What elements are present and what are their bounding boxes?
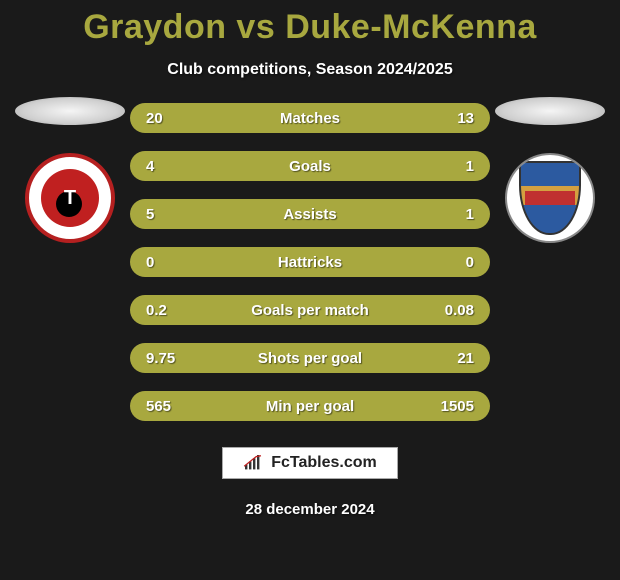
stat-label: Goals per match (251, 302, 369, 319)
main-row: T 20 Matches 13 4 Goals 1 5 Assists 1 0 (0, 103, 620, 421)
page-subtitle: Club competitions, Season 2024/2025 (167, 61, 452, 79)
crest-left-inner: T (41, 169, 99, 227)
stat-row-min-per-goal: 565 Min per goal 1505 (130, 391, 490, 421)
stat-label: Matches (280, 110, 340, 127)
stat-label: Hattricks (278, 254, 342, 271)
stat-label: Min per goal (266, 398, 354, 415)
stat-right-val: 1 (434, 158, 474, 175)
player-silhouette-left (15, 97, 125, 125)
brand-text: FcTables.com (271, 454, 377, 472)
stat-left-val: 4 (146, 158, 186, 175)
stat-left-val: 5 (146, 206, 186, 223)
stat-label: Shots per goal (258, 350, 362, 367)
player-silhouette-right (495, 97, 605, 125)
stat-left-val: 565 (146, 398, 186, 415)
stat-row-matches: 20 Matches 13 (130, 103, 490, 133)
date-text: 28 december 2024 (245, 501, 374, 518)
brand-badge: FcTables.com (222, 447, 398, 479)
stat-row-goals: 4 Goals 1 (130, 151, 490, 181)
stat-row-hattricks: 0 Hattricks 0 (130, 247, 490, 277)
stat-left-val: 20 (146, 110, 186, 127)
infographic-root: Graydon vs Duke-McKenna Club competition… (0, 0, 620, 580)
crest-right-shield (519, 161, 581, 235)
right-player-col (490, 103, 610, 243)
stat-row-assists: 5 Assists 1 (130, 199, 490, 229)
stat-row-goals-per-match: 0.2 Goals per match 0.08 (130, 295, 490, 325)
stat-left-val: 9.75 (146, 350, 186, 367)
page-title: Graydon vs Duke-McKenna (83, 8, 537, 47)
stats-column: 20 Matches 13 4 Goals 1 5 Assists 1 0 Ha… (130, 103, 490, 421)
stat-left-val: 0.2 (146, 302, 186, 319)
stat-right-val: 21 (434, 350, 474, 367)
club-crest-right (505, 153, 595, 243)
stat-left-val: 0 (146, 254, 186, 271)
stat-right-val: 1505 (434, 398, 474, 415)
stat-label: Assists (283, 206, 336, 223)
club-crest-left: T (25, 153, 115, 243)
stat-right-val: 0.08 (434, 302, 474, 319)
stat-right-val: 13 (434, 110, 474, 127)
stat-label: Goals (289, 158, 331, 175)
left-player-col: T (10, 103, 130, 243)
stat-right-val: 1 (434, 206, 474, 223)
stat-right-val: 0 (434, 254, 474, 271)
crest-left-letter: T (64, 187, 76, 210)
bar-chart-icon (243, 455, 263, 471)
stat-row-shots-per-goal: 9.75 Shots per goal 21 (130, 343, 490, 373)
